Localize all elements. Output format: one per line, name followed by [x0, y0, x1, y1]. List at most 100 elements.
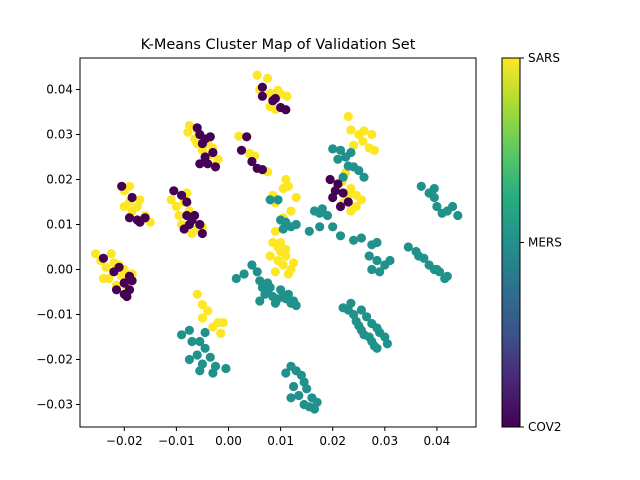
point-cov2-35 — [177, 190, 187, 200]
y-tick-label: 0.00 — [46, 263, 73, 277]
point-cov2-44 — [98, 253, 108, 263]
point-sars-1 — [263, 73, 273, 83]
point-mers-104 — [221, 363, 231, 374]
point-sars-73 — [281, 251, 291, 261]
point-cov2-16 — [236, 145, 247, 155]
point-cov2-53 — [124, 285, 135, 295]
point-sars-6 — [282, 91, 292, 101]
x-tick-label: 0.00 — [215, 434, 242, 448]
y-tick-label: 0.01 — [46, 218, 73, 232]
point-sars-36 — [367, 129, 377, 140]
point-sars-58 — [135, 195, 145, 205]
point-cov2-21 — [325, 174, 335, 185]
point-cov2-25 — [335, 201, 346, 212]
point-mers-89 — [367, 318, 377, 329]
point-mers-35 — [403, 242, 413, 252]
point-cov2-48 — [111, 285, 122, 295]
colorbar — [501, 57, 521, 428]
point-cov2-28 — [117, 181, 127, 191]
point-sars-60 — [171, 201, 181, 212]
x-tick-label: 0.03 — [371, 434, 398, 448]
point-cov2-51 — [124, 271, 135, 281]
point-cov2-42 — [195, 219, 205, 230]
point-mers-26 — [356, 233, 366, 243]
point-sars-97 — [197, 300, 207, 310]
x-tick-label: 0.04 — [424, 434, 451, 448]
point-mers-28 — [372, 237, 382, 248]
point-mers-7 — [354, 165, 364, 176]
point-mers-95 — [184, 325, 194, 335]
plot-frame — [79, 57, 477, 428]
point-sars-39 — [369, 145, 379, 155]
colorbar-label-mers: MERS — [528, 236, 562, 250]
point-mers-24 — [335, 231, 346, 241]
point-sars-61 — [174, 210, 184, 221]
point-mers-15 — [278, 224, 288, 234]
point-mers-102 — [205, 352, 215, 362]
point-sars-96 — [192, 289, 202, 299]
point-sars-85 — [101, 262, 111, 272]
point-mers-71 — [281, 294, 291, 304]
point-sars-82 — [270, 267, 280, 277]
point-mers-43 — [432, 264, 442, 275]
y-tick-label: 0.03 — [46, 128, 73, 142]
point-mers-25 — [349, 235, 359, 245]
point-mers-1 — [335, 145, 346, 155]
scatter-marks — [91, 70, 463, 414]
point-mers-33 — [375, 267, 385, 277]
point-cov2-34 — [169, 186, 179, 196]
point-mers-51 — [448, 201, 458, 212]
point-sars-79 — [276, 237, 286, 248]
point-mers-21 — [322, 210, 333, 221]
point-mers-22 — [315, 222, 325, 232]
point-mers-98 — [200, 343, 210, 353]
point-cov2-33 — [124, 213, 135, 223]
point-sars-46 — [356, 195, 366, 205]
point-mers-100 — [184, 354, 194, 365]
point-mers-17 — [304, 226, 314, 236]
point-mers-74 — [231, 273, 241, 284]
chart-title: K-Means Cluster Map of Validation Set — [141, 37, 416, 53]
point-sars-26 — [278, 183, 288, 194]
point-mers-72 — [255, 296, 265, 306]
point-mers-47 — [429, 192, 439, 203]
point-sars-80 — [281, 244, 291, 254]
point-mers-34 — [385, 255, 395, 266]
y-tick-label: 0.02 — [46, 173, 73, 187]
point-mers-68 — [291, 300, 301, 311]
point-cov2-3 — [281, 105, 291, 115]
y-tick-label: −0.01 — [36, 308, 73, 322]
point-mers-0 — [328, 144, 338, 154]
point-sars-78 — [289, 258, 299, 268]
point-sars-76 — [283, 269, 293, 279]
point-sars-86 — [106, 249, 116, 259]
point-sars-30 — [286, 206, 296, 216]
point-sars-77 — [273, 255, 283, 266]
point-sars-59 — [166, 195, 176, 205]
point-cov2-4 — [270, 93, 280, 104]
point-sars-103 — [218, 318, 228, 328]
point-mers-107 — [200, 327, 210, 338]
point-mers-20 — [317, 204, 327, 214]
point-mers-93 — [356, 305, 366, 315]
point-sars-83 — [91, 249, 101, 259]
point-cov2-5 — [257, 82, 267, 92]
point-mers-108 — [281, 368, 291, 378]
point-mers-105 — [208, 368, 218, 378]
point-sars-32 — [343, 111, 353, 122]
point-mers-48 — [432, 201, 442, 212]
point-mers-8 — [338, 172, 348, 182]
point-mers-91 — [382, 339, 392, 349]
point-mers-94 — [177, 330, 187, 340]
point-cov2-14 — [195, 159, 205, 169]
point-mers-53 — [429, 183, 439, 194]
point-sars-54 — [119, 201, 129, 212]
point-cov2-36 — [182, 197, 192, 207]
point-mers-119 — [312, 397, 322, 407]
colorbar-label-sars: SARS — [528, 51, 560, 65]
point-mers-70 — [263, 278, 273, 288]
point-cov2-18 — [247, 156, 257, 167]
point-cov2-43 — [197, 228, 207, 239]
point-sars-0 — [252, 70, 262, 80]
